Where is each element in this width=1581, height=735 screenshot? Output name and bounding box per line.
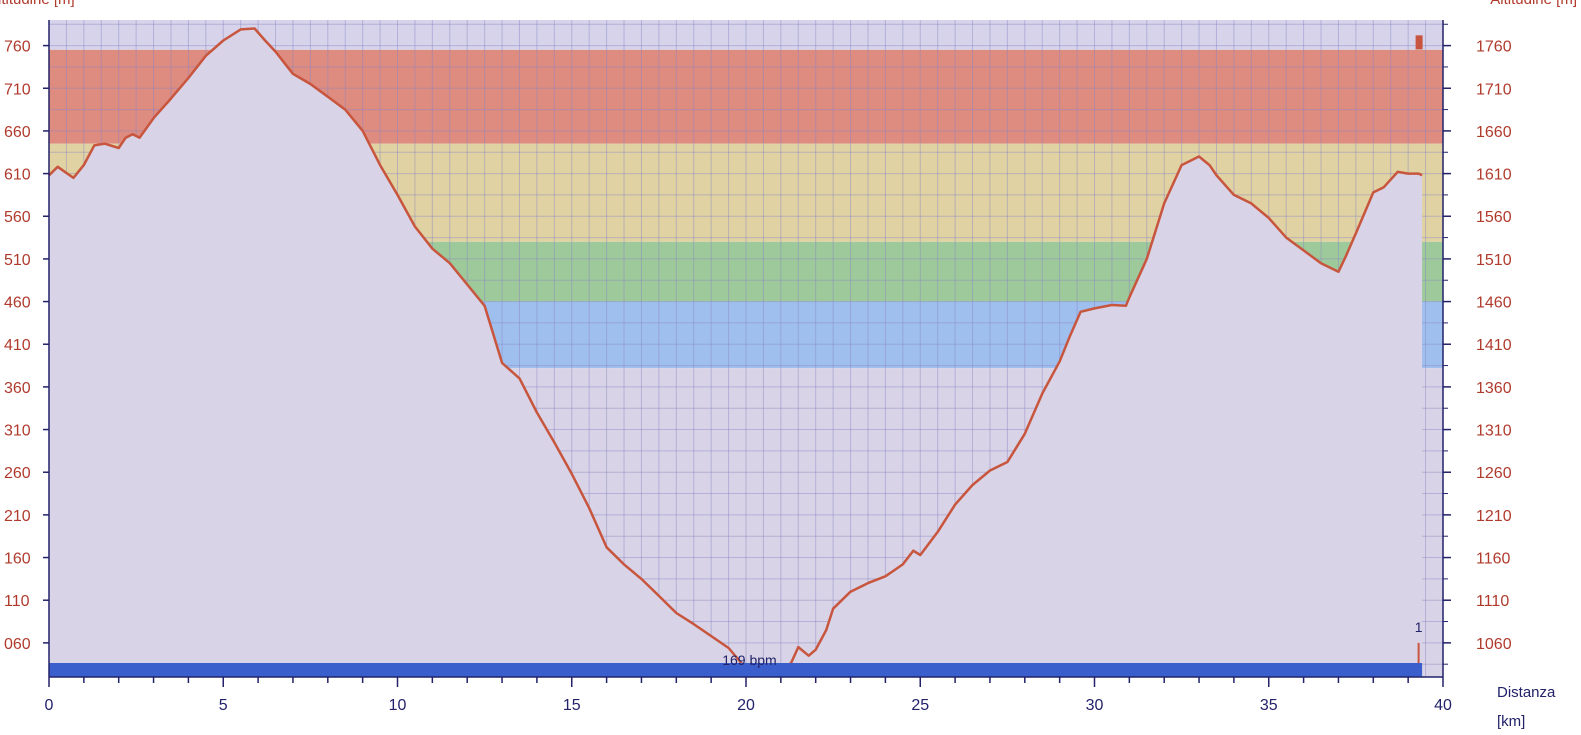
x-axis-unit: [km] [1497,713,1525,730]
y-tick-label-right: 1110 [1476,593,1509,610]
annotation-label: 169 bpm [722,652,776,668]
x-tick-label: 25 [911,697,929,714]
y-tick-label-right: 1760 [1476,39,1512,56]
y-tick-label-left: 660 [4,124,31,141]
y-tick-label-left: 510 [4,252,31,269]
right-axis-title: Altitudine [m] [1490,0,1577,8]
y-tick-label-left: 760 [4,39,31,56]
left-axis-title: ltitudine [m] [0,0,75,8]
y-tick-label-left: 310 [4,423,31,440]
y-tick-label-left: 260 [4,465,31,482]
y-tick-label-right: 1310 [1476,423,1512,440]
y-tick-label-left: 360 [4,380,31,397]
x-tick-label: 5 [219,697,228,714]
x-tick-label: 35 [1260,697,1278,714]
end-marker [1415,35,1423,50]
y-tick-label-left: 060 [4,636,31,653]
x-tick-label: 30 [1086,697,1104,714]
y-tick-label-right: 1260 [1476,465,1512,482]
x-tick-label: 20 [737,697,755,714]
y-tick-label-right: 1610 [1476,167,1512,184]
y-tick-label-left: 710 [4,81,31,98]
y-tick-label-right: 1210 [1476,508,1512,525]
y-tick-label-left: 610 [4,167,31,184]
y-tick-label-left: 410 [4,337,31,354]
y-tick-label-right: 1160 [1476,551,1511,568]
elevation-area [49,28,1423,677]
x-tick-label: 0 [45,697,54,714]
y-tick-label-right: 1660 [1476,124,1512,141]
x-tick-label: 15 [563,697,581,714]
y-tick-label-right: 1510 [1476,252,1512,269]
x-tick-label: 10 [389,697,407,714]
y-tick-label-right: 1560 [1476,209,1512,226]
y-tick-label-right: 1410 [1476,337,1512,354]
plot-area: 169 bpm 1 [48,20,1443,677]
y-tick-label-right: 1710 [1476,81,1512,98]
y-tick-label-left: 560 [4,209,31,226]
top-band [49,20,1443,50]
heart-rate-bar [49,663,1423,677]
y-tick-label-left: 210 [4,508,31,525]
x-axis-title: Distanza [1497,684,1556,701]
y-tick-label-right: 1460 [1476,295,1512,312]
annotation-label: 1 [1415,619,1423,635]
y-tick-label-right: 1060 [1476,636,1512,653]
y-tick-label-left: 160 [4,551,31,568]
y-tick-label-left: 460 [4,295,31,312]
y-tick-label-left: 110 [4,593,30,610]
y-tick-label-right: 1360 [1476,380,1512,397]
x-tick-label: 40 [1434,697,1452,714]
